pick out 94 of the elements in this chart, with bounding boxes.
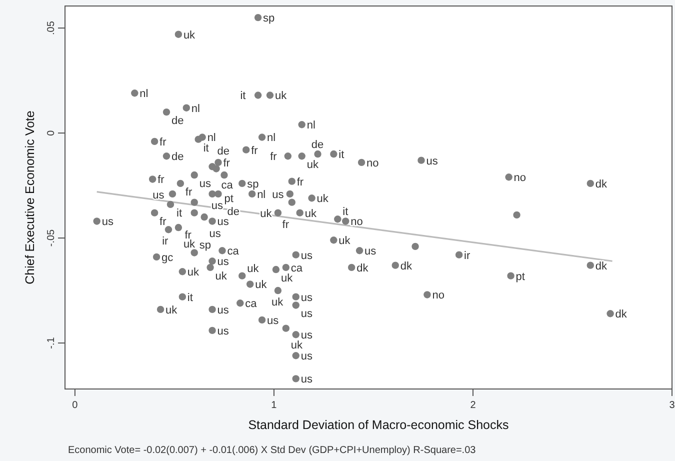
annotation: it	[240, 90, 246, 102]
annotation: nl	[140, 88, 148, 100]
annotation: us	[217, 304, 230, 316]
annotation: uk	[306, 159, 319, 172]
annotation: nl	[207, 132, 216, 144]
annotation: us	[426, 155, 438, 168]
annotation: no	[350, 216, 363, 228]
annotation: us	[300, 350, 313, 363]
y-axis-title: Chief Executive Economic Vote	[23, 110, 37, 284]
annotation: uk	[304, 208, 317, 220]
annotation: uk	[187, 266, 200, 279]
annotation: uk	[316, 193, 329, 206]
x-tick-label: 0	[72, 400, 78, 411]
annotation: no	[514, 172, 526, 184]
annotation: it	[338, 149, 344, 162]
annotation: sp	[247, 178, 259, 190]
annotation: nl	[257, 188, 266, 201]
annotation: us	[272, 188, 284, 201]
annotation: us	[267, 314, 280, 327]
annotation: us	[300, 374, 313, 386]
annotation: dk	[595, 260, 608, 272]
annotation: it	[176, 207, 182, 220]
annotation: it	[187, 292, 193, 304]
annotation: uk	[290, 339, 304, 352]
annotation: ca	[227, 246, 240, 258]
annotation: sp	[199, 240, 211, 252]
annotation: us	[300, 308, 313, 320]
annotation: it	[342, 206, 348, 218]
annotation: pt	[516, 270, 525, 283]
text: Economic Vote= -0.02(0.007) + -0.01(.006) X Std Dev (GDP+CPI+Unemploy) R-Square=.03	[68, 445, 476, 456]
annotation: fr	[160, 216, 167, 228]
x-tick-label: 3	[669, 400, 675, 411]
annotation: uk	[280, 272, 294, 285]
annotation: ca	[290, 262, 304, 274]
annotation: fr	[251, 144, 258, 157]
annotation: gc	[162, 252, 174, 264]
annotation: us	[102, 216, 114, 228]
annotation: us	[217, 325, 230, 338]
annotation: no	[366, 157, 379, 170]
annotation: uk	[260, 208, 272, 220]
annotation: nl	[306, 120, 316, 132]
x-axis-title: Standard Deviation of Macro-economic Shocks	[248, 418, 509, 432]
annotation: de	[217, 146, 230, 158]
annotation: fr	[160, 136, 167, 148]
annotation: fr	[223, 157, 230, 170]
annotation: dk	[356, 262, 369, 274]
annotation: uk	[166, 304, 178, 316]
annotation: uk	[183, 29, 196, 42]
annotation: fr	[296, 176, 304, 188]
annotation: it	[203, 142, 209, 154]
annotation: us	[217, 216, 230, 228]
annotation: ca	[221, 180, 234, 192]
annotation: nl	[267, 132, 276, 144]
annotation: ir	[162, 236, 169, 248]
annotation: sp	[263, 12, 275, 25]
annotation: de	[172, 151, 184, 164]
annotation: us	[211, 200, 224, 212]
annotation: us	[199, 178, 212, 190]
annotation: nl	[191, 102, 200, 115]
annotation: uk	[272, 296, 284, 309]
annotation: ca	[245, 298, 258, 310]
annotation: fr	[270, 151, 278, 164]
annotation: us	[152, 189, 165, 202]
annotation: us	[300, 292, 313, 304]
y-tick-label: -.1	[46, 336, 57, 349]
annotation: fr	[282, 218, 290, 231]
y-tick-label: -.05	[46, 228, 57, 247]
annotation: uk	[183, 238, 196, 251]
annotation: dk	[595, 178, 608, 190]
annotation: de	[172, 115, 184, 128]
annotation: uk	[255, 279, 268, 292]
y-tick-label: 0	[46, 130, 57, 136]
annotation: pt	[224, 192, 234, 205]
x-tick-label: 1	[271, 400, 278, 411]
annotation: dk	[400, 260, 412, 272]
annotation: us	[300, 330, 313, 342]
annotation: uk	[274, 90, 288, 102]
annotation: de	[227, 206, 240, 218]
annotation: fr	[185, 186, 192, 198]
annotation: us	[209, 228, 222, 240]
annotation: ir	[464, 250, 470, 262]
annotation: fr	[158, 174, 165, 186]
annotation: fr	[184, 229, 192, 242]
annotation: uk	[215, 270, 228, 282]
annotation: us	[364, 246, 377, 258]
annotation: de	[311, 139, 324, 152]
x-tick-label: 2	[470, 400, 476, 411]
annotation: dk	[615, 308, 628, 321]
annotation: us	[217, 256, 230, 268]
y-tick-label: .05	[46, 20, 57, 35]
annotation: uk	[247, 262, 260, 275]
annotation: no	[432, 290, 444, 302]
annotation: us	[300, 250, 313, 262]
annotation: uk	[338, 235, 351, 248]
